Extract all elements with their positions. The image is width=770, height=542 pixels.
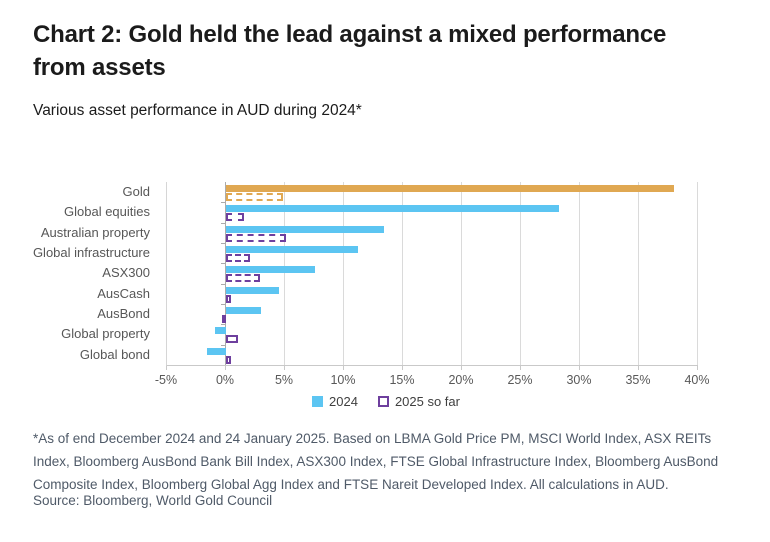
category-axis: Gold Global equities Australian property Gl…	[0, 182, 158, 365]
bar-2025-so-far-global-equities	[226, 213, 244, 222]
x-axis-tick-label: 5%	[274, 373, 294, 387]
x-axis-tick	[696, 366, 698, 370]
category-label-global-infrastructure: Global infrastructure	[32, 245, 150, 260]
gridline	[402, 182, 403, 365]
gridline	[697, 182, 698, 365]
x-axis-tick	[637, 366, 639, 370]
gridline	[343, 182, 344, 365]
zero-axis-line	[225, 182, 226, 365]
bar-2025-so-far-global-infrastructure	[226, 254, 250, 262]
chart-title-line1: Chart 2: Gold held the lead against a mi…	[33, 21, 667, 48]
bar-2024-asx300	[226, 266, 315, 274]
category-label-global-bond: Global bond	[79, 346, 150, 362]
bar-2025-so-far-australian-property	[226, 233, 287, 242]
legend: 2024 2025 so far	[166, 394, 606, 409]
category-label-global-property: Global property	[61, 326, 150, 342]
x-axis-tick-label: 0%	[215, 373, 235, 387]
x-axis-tick	[224, 366, 226, 370]
x-axis-tick-label: 30%	[566, 373, 592, 387]
chart-area: Gold Global equities Australian property Gl…	[0, 182, 770, 422]
bar-2025-so-far-global-bond	[226, 355, 231, 364]
bar-2024-gold	[226, 185, 675, 192]
bar-2024-global-property	[215, 327, 226, 335]
x-axis-tick	[401, 366, 403, 370]
legend-label-2025-so-far: 2025 so far	[394, 394, 460, 409]
zero-axis-notch	[221, 243, 226, 244]
zero-axis-notch	[221, 222, 226, 224]
legend-swatch-2024-icon	[312, 396, 324, 407]
zero-axis-notch	[221, 202, 226, 204]
gridline	[520, 182, 521, 365]
category-label-ausbond: AusBond	[97, 306, 150, 321]
zero-axis-notch	[221, 263, 226, 265]
x-axis-tick	[519, 366, 521, 370]
x-axis-tick-label: 15%	[389, 373, 415, 387]
category-label-gold: Gold	[122, 184, 150, 199]
chart-title-line2: from assets	[33, 54, 166, 81]
x-axis-tick	[165, 366, 167, 370]
legend-swatch-2025-so-far-icon	[377, 396, 389, 407]
zero-axis-notch	[221, 324, 226, 326]
x-axis-tick	[283, 366, 285, 370]
chart-subtitle: Various asset performance in AUD during …	[33, 102, 362, 119]
gridline	[461, 182, 462, 365]
zero-axis-notch	[221, 304, 226, 305]
bar-2025-so-far-ausbond	[222, 315, 226, 323]
x-axis-tick-label: -5%	[154, 373, 178, 387]
zero-axis-notch	[221, 344, 226, 346]
x-axis-tick-label: 40%	[684, 373, 710, 387]
bar-2024-global-equities	[226, 205, 559, 213]
bar-2024-ausbond	[226, 307, 262, 314]
x-axis-tick-label: 35%	[625, 373, 651, 387]
category-label-australian-property: Australian property	[40, 224, 150, 240]
bar-2025-so-far-gold	[226, 193, 283, 201]
legend-label-2024: 2024	[329, 394, 358, 409]
bar-2024-global-bond	[207, 347, 226, 355]
x-axis-tick	[460, 366, 462, 370]
x-axis-tick-label: 20%	[448, 373, 474, 387]
gridline	[284, 182, 285, 365]
footnote: *As of end December 2024 and 24 January …	[33, 431, 719, 492]
plot-area	[166, 182, 698, 366]
bar-2024-australian-property	[226, 225, 385, 233]
bar-2025-so-far-auscash	[226, 294, 231, 303]
chart-title: Chart 2: Gold held the lead against a mi…	[33, 18, 743, 84]
bar-2025-so-far-global-property	[226, 335, 238, 344]
category-label-global-equities: Global equities	[64, 204, 150, 220]
category-label-auscash: AusCash	[97, 285, 150, 301]
category-label-asx300: ASX300	[102, 265, 150, 281]
zero-axis-notch	[221, 283, 226, 285]
x-axis-tick-label: 25%	[507, 373, 533, 387]
x-axis-tick-label: 10%	[330, 373, 356, 387]
legend-item-2025-so-far: 2025 so far	[377, 394, 460, 409]
bar-2025-so-far-asx300	[226, 274, 261, 283]
x-axis-tick	[578, 366, 580, 370]
gridline	[638, 182, 639, 365]
bar-2024-auscash	[226, 286, 280, 294]
legend-item-2024: 2024	[312, 394, 358, 409]
source-line: Source: Bloomberg, World Gold Council	[33, 493, 273, 508]
x-axis-tick	[342, 366, 344, 370]
x-axis: -5% 0% 5% 10% 15% 20% 25% 30% 35% 40%	[155, 365, 710, 395]
gridline	[579, 182, 580, 365]
bar-2024-global-infrastructure	[226, 246, 359, 253]
